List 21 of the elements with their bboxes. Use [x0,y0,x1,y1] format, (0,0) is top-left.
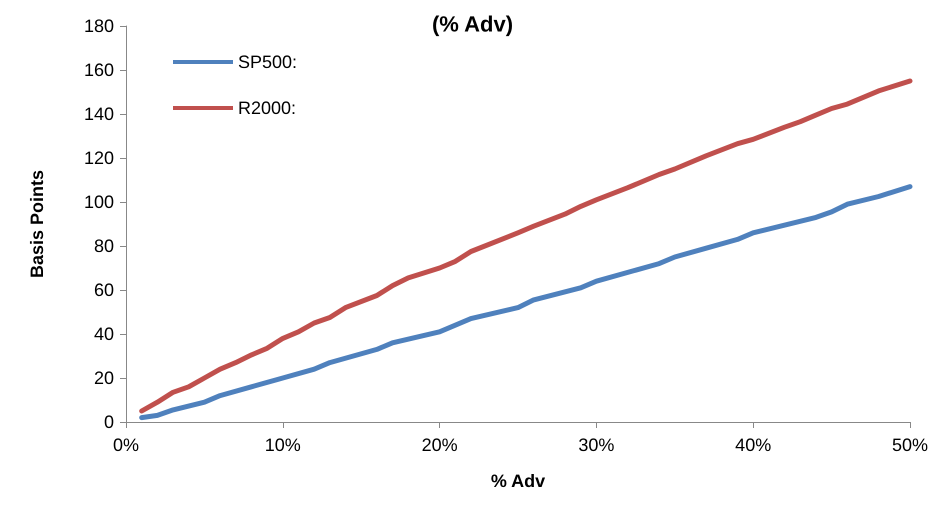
x-tick-label: 40% [735,435,772,455]
y-tick-label: 80 [94,236,114,256]
x-tick-label: 0% [112,435,140,455]
chart-title: (% Adv) [432,12,514,36]
x-tick-label: 50% [892,435,928,455]
y-tick-label: 100 [84,192,114,212]
y-tick-label: 60 [94,280,114,300]
x-axis-title: % Adv [490,471,546,491]
y-tick-label: 160 [84,60,114,80]
y-axis-title: Basis Points [27,170,47,278]
y-tick-label: 180 [84,16,114,36]
x-tick-label: 10% [264,435,301,455]
y-tick-label: 40 [94,324,114,344]
legend-label: R2000: [238,98,296,118]
y-tick-label: 20 [94,368,114,388]
y-tick-label: 120 [84,148,114,168]
x-tick-label: 20% [422,435,458,455]
y-tick-label: 0 [104,412,114,432]
legend-label: SP500: [238,52,298,72]
x-tick-label: 30% [578,435,614,455]
y-tick-label: 140 [84,104,114,124]
